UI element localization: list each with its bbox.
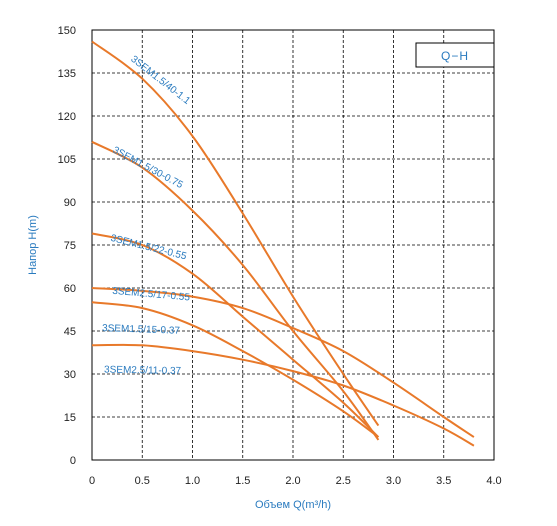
x-tick-label: 1.0 [185,475,200,487]
curves [91,40,475,447]
y-axis-title: Напор H(m) [27,215,39,275]
curve-label-6: 3SEM2.5/11-0.37 [104,365,182,377]
y-tick-label: 30 [64,369,76,381]
x-tick-label: 1.5 [235,475,250,487]
curve-label-5: 3SEM1.5/15-0.37 [102,323,181,337]
y-tick-label: 75 [64,240,76,252]
curve-line-2 [91,140,380,441]
x-tick-label: 0 [89,475,95,487]
y-tick-label: 45 [64,326,76,338]
x-tick-label: 2.0 [285,475,300,487]
y-tick-label: 150 [58,25,76,37]
y-tick-label: 60 [64,283,76,295]
curve-line-6 [91,343,475,447]
y-tick-label: 120 [58,111,76,123]
x-tick-label: 0.5 [135,475,150,487]
x-tick-label: 3.0 [386,475,401,487]
x-tick-label: 3.5 [436,475,451,487]
y-tick-label: 105 [58,154,76,166]
y-tick-label: 15 [64,412,76,424]
y-axis-ticks: 0 15 30 45 60 75 90 105 120 135 150 [58,25,76,467]
x-axis-title: Объем Q(m³/h) [255,499,331,511]
curve-line-1 [91,40,380,427]
curve-line-3 [91,232,380,438]
y-tick-label: 135 [58,68,76,80]
curve-line-4 [91,287,475,438]
plot-frame [91,29,495,461]
x-tick-label: 4.0 [486,475,501,487]
y-tick-label: 90 [64,197,76,209]
x-tick-label: 2.5 [336,475,351,487]
curve-line-5 [91,301,379,438]
y-tick-label: 0 [70,455,76,467]
x-axis-ticks: 0 0.5 1.0 1.5 2.0 2.5 3.0 3.5 4.0 [89,475,502,487]
legend-box: Q−H [415,42,495,68]
legend-frame [415,42,495,68]
legend-label: Q−H [441,49,469,63]
